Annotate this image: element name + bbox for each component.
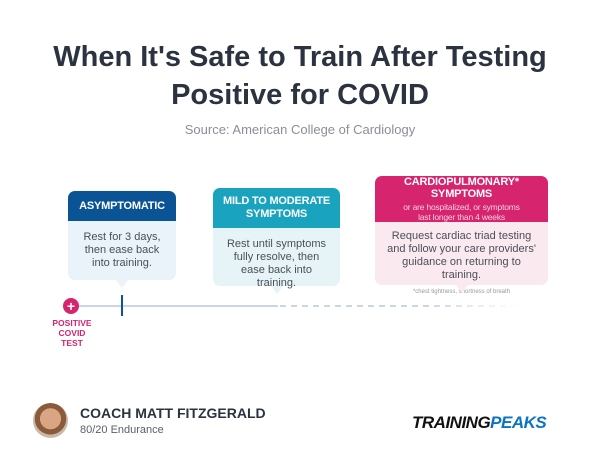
stage-body-text: Rest until symptoms fully resolve, then … [226,238,327,289]
avatar [33,403,68,438]
stage-body: Rest until symptoms fully resolve, then … [213,228,340,289]
timeline-solid [72,305,278,307]
stage-body: Request cardiac triad testing and follow… [375,222,548,295]
trainingpeaks-logo: TRAININGPEAKS [412,413,547,433]
title-line-2: Positive for COVID [171,79,429,111]
stage-body-text: Rest for 3 days, then ease back into tra… [83,231,161,269]
page-title: When It's Safe to Train After Testing Po… [0,38,600,114]
stage-header: MILD TO MODERATE SYMPTOMS [213,188,340,228]
title-line-1: When It's Safe to Train After Testing [53,41,547,73]
stage-header-line-2: SYMPTOMS [245,208,308,220]
stage-body-text: Request cardiac triad testing and follow… [387,230,536,281]
stage-asymptomatic: ASYMPTOMATIC Rest for 3 days, then ease … [68,191,176,288]
positive-test-label: POSITIVE COVID TEST [46,318,98,348]
pointer [271,286,283,294]
logo-part-1: TRAINING [412,413,491,432]
pointer [116,280,128,288]
pointer [456,285,468,293]
timeline-dashed [280,305,520,307]
label-line: TEST [61,338,83,348]
stage-cardiopulmonary: CARDIOPULMONARY* SYMPTOMS or are hospita… [375,176,548,295]
stage-header-title: CARDIOPULMONARY* SYMPTOMS [404,176,519,200]
timeline-tick [121,295,123,316]
stage-body: Rest for 3 days, then ease back into tra… [68,221,176,280]
plus-icon: + [63,298,79,314]
stage-subheader: or are hospitalized, or symptoms last lo… [403,202,520,222]
stage-header: ASYMPTOMATIC [68,191,176,221]
source-text: Source: American College of Cardiology [184,122,416,137]
logo-part-2: PEAKS [490,413,547,432]
label-line: COVID [58,328,86,338]
stage-header-line-1: MILD TO MODERATE [223,195,330,207]
author-org: 80/20 Endurance [80,424,164,436]
author-name: COACH MATT FITZGERALD [80,405,266,421]
stage-mild-moderate: MILD TO MODERATE SYMPTOMS Rest until sym… [213,188,340,294]
label-line: POSITIVE [52,318,92,328]
stage-header: CARDIOPULMONARY* SYMPTOMS or are hospita… [375,176,548,222]
